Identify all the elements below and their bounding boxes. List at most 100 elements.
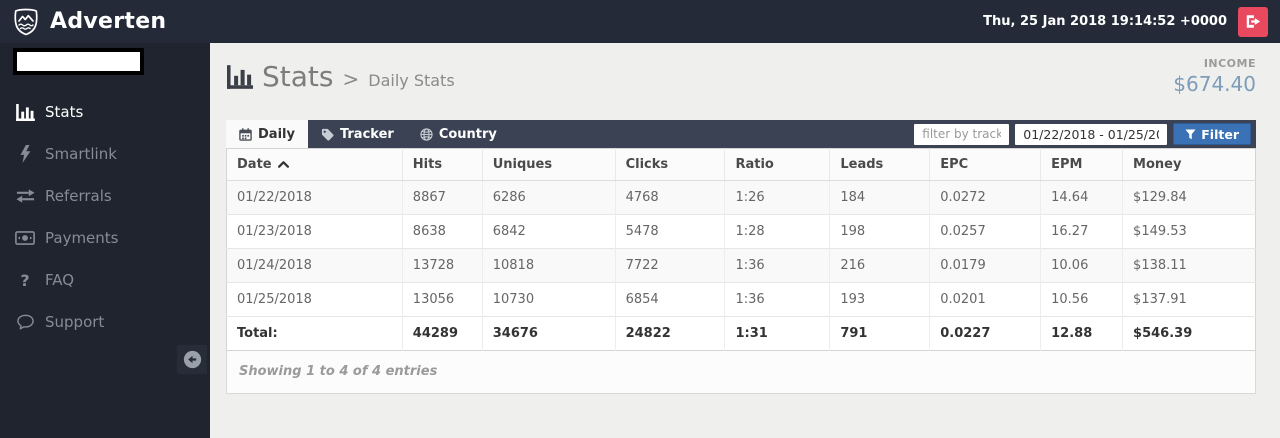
column-header-money[interactable]: Money [1122,148,1256,181]
tab-daily[interactable]: Daily [226,120,308,148]
tab-bar: Daily Tracker [226,120,1256,148]
total-uniques: 34676 [481,316,616,351]
cell-uniques: 6842 [481,214,616,249]
brand[interactable]: Adverten [0,7,166,37]
stats-panel: Daily Tracker [226,120,1256,394]
column-header-clicks[interactable]: Clicks [614,148,725,181]
sidebar-item-faq[interactable]: ? FAQ [0,259,210,301]
table-row: 01/24/2018 13728 10818 7722 1:36 216 0.0… [226,248,1256,283]
total-epm: 12.88 [1040,316,1123,351]
cell-money: $129.84 [1122,180,1256,215]
breadcrumb: Stats > Daily Stats [227,60,455,93]
cell-leads: 193 [829,282,930,317]
tag-icon [321,128,334,141]
redacted-user-box [13,48,144,75]
lightning-icon [15,145,35,163]
sidebar: Stats Smartlink Referrals [0,43,210,438]
bar-chart-icon [15,103,35,121]
column-header-hits[interactable]: Hits [401,148,483,181]
cell-epc: 0.0179 [929,248,1041,283]
sidebar-collapse-button[interactable] [177,345,207,374]
cell-clicks: 7722 [614,248,725,283]
sidebar-item-payments[interactable]: Payments [0,217,210,259]
topbar-datetime: Thu, 25 Jan 2018 19:14:52 +0000 [983,14,1227,29]
column-header-ratio[interactable]: Ratio [724,148,830,181]
tab-label: Daily [258,126,295,142]
logout-button[interactable] [1238,6,1268,37]
filter-icon [1185,128,1196,139]
logout-icon [1246,15,1261,28]
sidebar-item-label: Payments [45,229,119,247]
cell-uniques: 10730 [481,282,616,317]
cell-money: $137.91 [1122,282,1256,317]
total-label: Total: [226,316,403,351]
cell-leads: 216 [829,248,930,283]
main-content: Stats > Daily Stats INCOME $674.40 [210,43,1280,438]
filter-button[interactable]: Filter [1173,123,1251,145]
calendar-icon [239,127,252,141]
cell-uniques: 10818 [481,248,616,283]
sidebar-item-referrals[interactable]: Referrals [0,175,210,217]
cell-hits: 8867 [401,180,483,215]
sidebar-item-support[interactable]: Support [0,301,210,343]
table-total-row: Total: 44289 34676 24822 1:31 791 0.0227… [226,316,1256,351]
cell-epm: 16.27 [1040,214,1123,249]
bar-chart-icon [227,64,253,89]
cell-ratio: 1:36 [724,248,830,283]
income-value: $674.40 [1173,72,1256,96]
cell-clicks: 6854 [614,282,725,317]
total-leads: 791 [829,316,930,351]
column-header-epm[interactable]: EPM [1040,148,1123,181]
cell-date: 01/22/2018 [226,180,403,215]
sidebar-item-stats[interactable]: Stats [0,91,210,133]
cell-epc: 0.0201 [929,282,1041,317]
cell-clicks: 5478 [614,214,725,249]
breadcrumb-section[interactable]: Stats [262,60,334,93]
globe-icon [420,127,433,141]
column-header-epc[interactable]: EPC [929,148,1041,181]
total-money: $546.39 [1122,316,1256,351]
breadcrumb-separator: > [342,67,360,91]
filter-button-label: Filter [1201,126,1239,142]
sidebar-item-label: Referrals [45,187,112,205]
cell-money: $138.11 [1122,248,1256,283]
table-row: 01/23/2018 8638 6842 5478 1:28 198 0.025… [226,214,1256,249]
table-footer: Showing 1 to 4 of 4 entries [226,351,1256,394]
date-range-input[interactable] [1015,123,1168,145]
money-icon [15,231,35,245]
column-header-date[interactable]: Date [226,148,403,181]
table-row: 01/25/2018 13056 10730 6854 1:36 193 0.0… [226,282,1256,317]
cell-ratio: 1:28 [724,214,830,249]
tab-filters: Filter [914,120,1256,148]
cell-hits: 8638 [401,214,483,249]
cell-uniques: 6286 [481,180,616,215]
sidebar-item-label: Stats [45,103,84,121]
cell-epc: 0.0272 [929,180,1041,215]
topbar-right: Thu, 25 Jan 2018 19:14:52 +0000 [983,6,1280,37]
table-header-row: Date Hits Uniques Clicks Ratio Leads EPC… [226,148,1256,181]
total-hits: 44289 [401,316,483,351]
column-header-uniques[interactable]: Uniques [481,148,616,181]
table-row: 01/22/2018 8867 6286 4768 1:26 184 0.027… [226,180,1256,215]
topbar: Adverten Thu, 25 Jan 2018 19:14:52 +0000 [0,0,1280,43]
cell-hits: 13056 [401,282,483,317]
total-clicks: 24822 [614,316,725,351]
cell-epc: 0.0257 [929,214,1041,249]
tab-country[interactable]: Country [407,120,510,148]
sidebar-item-label: Support [45,313,105,331]
stats-table: Date Hits Uniques Clicks Ratio Leads EPC… [226,148,1256,351]
sidebar-item-smartlink[interactable]: Smartlink [0,133,210,175]
cell-hits: 13728 [401,248,483,283]
brand-logo-icon [14,8,38,35]
cell-ratio: 1:26 [724,180,830,215]
column-header-leads[interactable]: Leads [829,148,930,181]
collapse-icon [183,350,201,369]
tracker-filter-input[interactable] [914,123,1010,145]
tab-tracker[interactable]: Tracker [308,120,407,148]
tab-label: Country [438,126,497,142]
question-icon: ? [20,270,30,290]
income-summary: INCOME $674.40 [1173,57,1256,96]
cell-epm: 10.06 [1040,248,1123,283]
breadcrumb-page: Daily Stats [368,71,455,90]
tab-label: Tracker [339,126,394,142]
